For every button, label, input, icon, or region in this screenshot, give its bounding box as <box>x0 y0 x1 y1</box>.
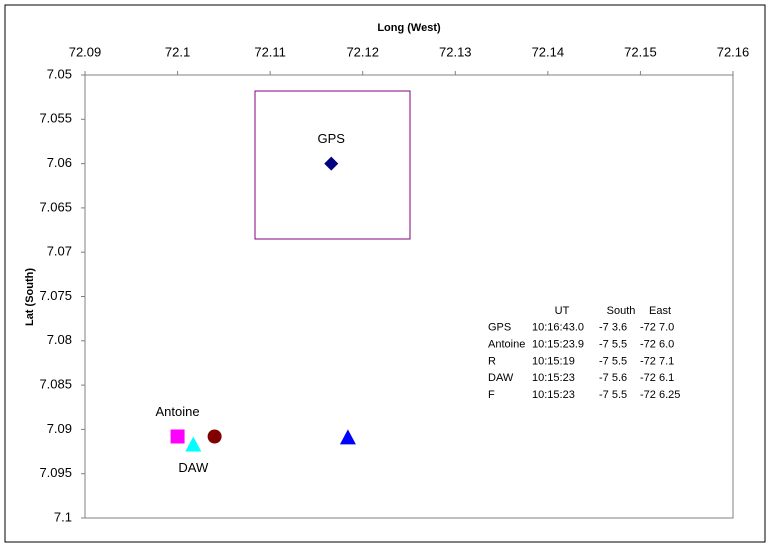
marker <box>339 429 356 445</box>
table-cell: R <box>488 355 496 367</box>
y-axis-label: Lat (South) <box>24 268 36 326</box>
y-tick-label: 7.065 <box>39 199 72 214</box>
gps-error-box <box>254 90 411 240</box>
table-cell: 10:15:23 <box>532 389 575 401</box>
x-tick-label: 72.12 <box>346 44 379 59</box>
plot-area <box>84 74 734 519</box>
y-tick-label: 7.08 <box>47 332 72 347</box>
table-cell: -72 6.0 <box>640 339 674 351</box>
y-tick-label: 7.085 <box>39 377 72 392</box>
y-tick-label: 7.09 <box>47 421 72 436</box>
table-header: East <box>649 305 671 317</box>
table-cell: -72 6.1 <box>640 372 674 384</box>
table-cell: 10:15:23 <box>532 372 575 384</box>
y-tick-label: 7.05 <box>47 66 72 81</box>
point-label: DAW <box>178 460 209 475</box>
y-tick-label: 7.055 <box>39 111 72 126</box>
x-tick-label: 72.15 <box>624 44 657 59</box>
x-tick-label: 72.1 <box>165 44 190 59</box>
x-tick-label: 72.09 <box>69 44 102 59</box>
table-cell: -7 5.5 <box>599 339 627 351</box>
y-tick-label: 7.07 <box>47 244 72 259</box>
table-cell: -7 5.5 <box>599 389 627 401</box>
marker <box>324 156 339 171</box>
table-cell: 10:15:23.9 <box>532 339 584 351</box>
y-tick-label: 7.06 <box>47 155 72 170</box>
table-cell: -7 5.5 <box>599 355 627 367</box>
table-cell: -7 5.6 <box>599 372 627 384</box>
marker <box>207 429 222 444</box>
x-axis-label: Long (West) <box>377 22 441 34</box>
table-header: South <box>607 305 636 317</box>
y-tick-label: 7.095 <box>39 465 72 480</box>
table-cell: -72 7.1 <box>640 355 674 367</box>
x-tick-label: 72.14 <box>532 44 565 59</box>
table-cell: 10:16:43.0 <box>532 322 584 334</box>
point-label: GPS <box>318 131 346 146</box>
table-cell: -7 3.6 <box>599 322 627 334</box>
table-cell: -72 7.0 <box>640 322 674 334</box>
marker <box>185 436 202 452</box>
table-cell: GPS <box>488 322 511 334</box>
y-tick-label: 7.075 <box>39 288 72 303</box>
table-cell: -72 6.25 <box>640 389 680 401</box>
x-tick-label: 72.13 <box>439 44 472 59</box>
x-tick-label: 72.16 <box>717 44 750 59</box>
marker <box>170 429 185 444</box>
x-tick-label: 72.11 <box>254 44 286 59</box>
table-cell: F <box>488 389 495 401</box>
table-cell: Antoine <box>488 339 525 351</box>
table-cell: DAW <box>488 372 514 384</box>
table-cell: 10:15:19 <box>532 355 575 367</box>
table-header: UT <box>555 305 570 317</box>
y-tick-label: 7.1 <box>54 509 72 524</box>
point-label: Antoine <box>156 404 200 419</box>
